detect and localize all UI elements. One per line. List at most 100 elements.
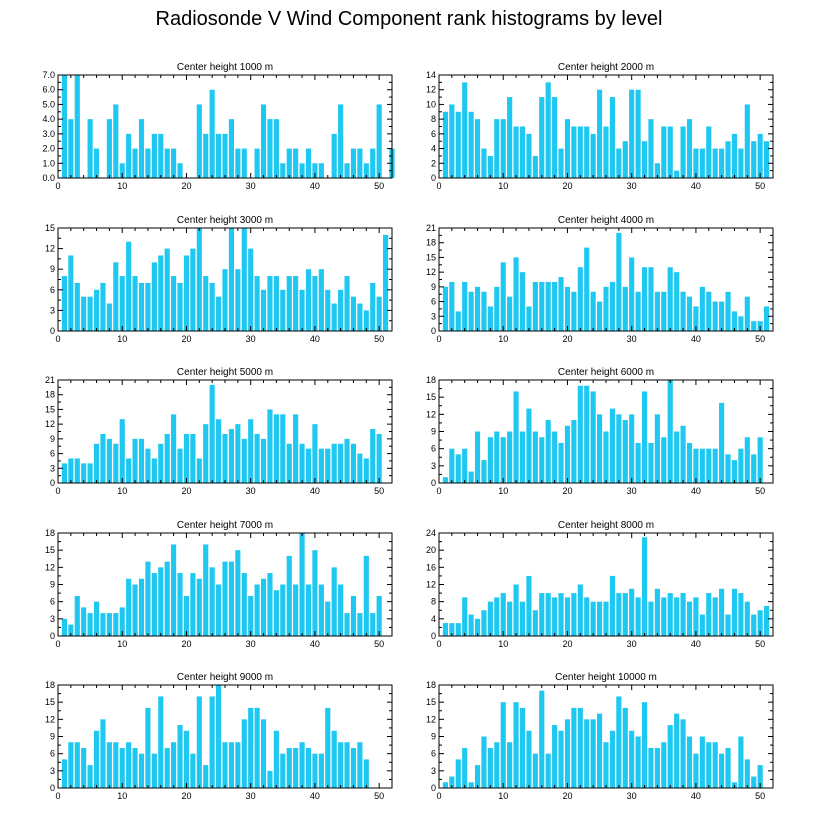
- histogram-bar: [641, 537, 648, 636]
- y-tick-label: 6: [431, 444, 436, 454]
- y-tick-label: 0: [431, 783, 436, 793]
- histogram-bar: [299, 289, 305, 331]
- histogram-bar: [183, 255, 190, 331]
- histogram-bar: [738, 593, 744, 636]
- y-tick-label: 15: [45, 223, 55, 233]
- histogram-bar: [106, 303, 112, 331]
- histogram-bar: [331, 133, 337, 178]
- histogram-bar: [273, 590, 279, 636]
- y-tick-label: 6: [50, 597, 55, 607]
- histogram-bar: [603, 286, 609, 331]
- histogram-bar: [93, 730, 100, 788]
- histogram-bar: [455, 311, 461, 331]
- histogram-bar: [577, 267, 583, 331]
- histogram-bar: [731, 588, 738, 636]
- histogram-bar: [203, 424, 209, 483]
- histogram-bar: [487, 601, 493, 636]
- histogram-bar: [706, 291, 712, 331]
- histogram-bar: [500, 593, 506, 636]
- histogram-bar: [680, 719, 686, 788]
- histogram-bar: [558, 593, 564, 636]
- histogram-bar: [654, 163, 660, 178]
- histogram-bar: [305, 269, 312, 331]
- histogram-bar: [648, 119, 654, 178]
- histogram-bar: [132, 438, 138, 483]
- histogram-bar: [318, 269, 324, 331]
- histogram-bar: [305, 584, 312, 636]
- histogram-bar: [158, 567, 164, 636]
- x-tick-label: 50: [755, 181, 765, 191]
- histogram-bar: [712, 742, 718, 788]
- histogram-bar: [667, 267, 673, 331]
- histogram-bar: [539, 437, 545, 483]
- histogram-bar: [719, 148, 725, 178]
- histogram-bar: [113, 104, 119, 178]
- histogram-bar: [113, 613, 119, 636]
- histogram-bar: [552, 97, 558, 178]
- x-tick-label: 50: [755, 791, 765, 801]
- histogram-bar: [363, 163, 369, 178]
- histogram-bar: [552, 281, 558, 331]
- y-tick-label: 1.0: [42, 158, 55, 168]
- histogram-bar: [254, 276, 260, 331]
- histogram-bar: [757, 437, 763, 483]
- histogram-bar: [526, 306, 532, 331]
- histogram-bar: [539, 97, 545, 178]
- histogram-bar: [462, 448, 468, 483]
- histogram-bar: [383, 234, 389, 331]
- histogram-bar: [171, 414, 177, 483]
- y-tick-label: 12: [45, 562, 55, 572]
- y-tick-label: 4.0: [42, 114, 55, 124]
- histogram-bar: [312, 753, 318, 788]
- x-tick-label: 20: [181, 791, 191, 801]
- x-tick-label: 50: [374, 486, 384, 496]
- histogram-bar: [481, 291, 487, 331]
- histogram-bar: [196, 458, 202, 483]
- histogram-bar: [145, 561, 151, 636]
- histogram-bar: [648, 601, 654, 636]
- histogram-bar: [299, 163, 305, 178]
- histogram-bar: [629, 730, 635, 788]
- histogram-bar: [338, 104, 344, 178]
- histogram-bar: [474, 119, 481, 178]
- histogram-bar: [203, 276, 209, 331]
- histogram-bar: [648, 442, 654, 483]
- histogram-bar: [712, 597, 718, 636]
- histogram-bar: [177, 163, 183, 178]
- histogram-bar: [222, 433, 228, 483]
- histogram-bar: [532, 753, 538, 788]
- histogram-bar: [744, 104, 750, 178]
- histogram-bar: [519, 272, 526, 331]
- histogram-bar: [350, 595, 357, 636]
- histogram-bar: [357, 303, 363, 331]
- histogram-bar: [93, 148, 100, 178]
- histogram-bar: [350, 296, 357, 331]
- histogram-bar: [273, 276, 279, 331]
- x-tick-label: 20: [562, 334, 572, 344]
- histogram-bar: [370, 613, 376, 636]
- histogram-bar: [331, 443, 337, 483]
- histogram-bar: [449, 448, 455, 483]
- histogram-bar: [539, 281, 545, 331]
- histogram-bar: [344, 163, 350, 178]
- histogram-bar: [680, 291, 686, 331]
- histogram-bar: [462, 597, 468, 636]
- histogram-bar: [267, 119, 273, 178]
- histogram-bar: [744, 601, 750, 636]
- histogram-bar: [235, 424, 241, 483]
- histogram-bar: [609, 575, 615, 636]
- x-tick-label: 50: [755, 486, 765, 496]
- y-tick-label: 12: [426, 267, 436, 277]
- y-tick-label: 18: [45, 390, 55, 400]
- x-tick-label: 30: [627, 334, 637, 344]
- histogram-bar: [590, 601, 596, 636]
- histogram-bar: [564, 719, 571, 788]
- histogram-bar: [286, 555, 292, 636]
- histogram-bar: [699, 736, 705, 788]
- histogram-bar: [455, 454, 461, 483]
- histogram-bar: [609, 97, 615, 178]
- histogram-bar: [597, 713, 603, 788]
- x-tick-label: 10: [117, 486, 127, 496]
- histogram-bar: [622, 420, 628, 483]
- x-tick-label: 30: [627, 181, 637, 191]
